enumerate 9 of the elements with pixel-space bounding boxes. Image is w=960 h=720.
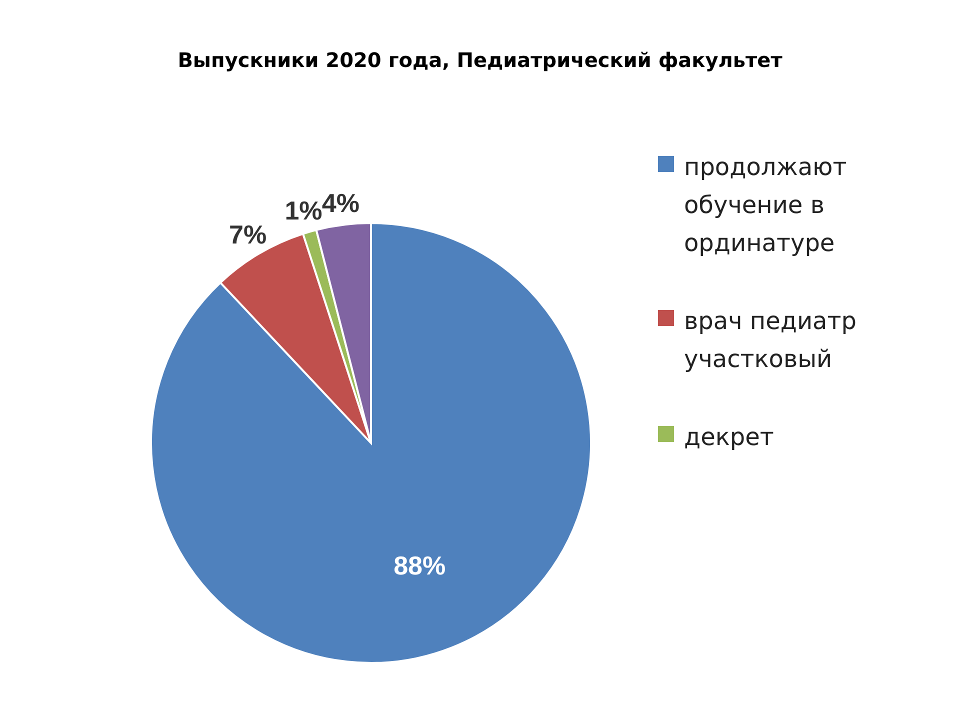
data-label: 1% [284,196,322,226]
data-label: 4% [322,188,360,218]
legend-label: продолжают обучение в ординатуре [684,152,848,259]
legend-label: декрет [684,422,774,453]
legend-label: врач педиатр участковый [684,306,858,375]
data-label: 88% [394,550,446,581]
chart-title: Выпускники 2020 года, Педиатрический факультет [176,48,784,72]
data-label: 7% [229,220,267,250]
pie-slice [150,222,592,664]
